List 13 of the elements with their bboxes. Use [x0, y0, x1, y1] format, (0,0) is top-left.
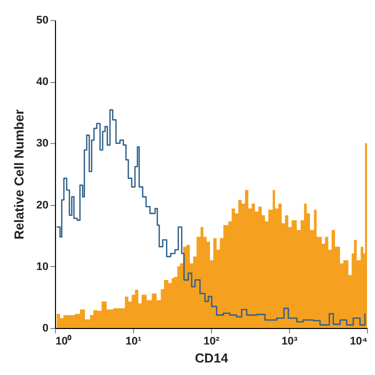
y-tick-label: 40: [36, 76, 48, 88]
y-tick-label: 0: [42, 322, 48, 334]
x-tick-label: 10¹: [126, 336, 142, 348]
x-tick-label: 10²: [204, 336, 220, 348]
x-axis-title: CD14: [194, 350, 229, 366]
y-tick-label: 20: [36, 199, 48, 212]
y-tick-label: 30: [36, 138, 48, 150]
x-tick-label: 10⁰: [56, 334, 72, 348]
y-tick-label: 50: [36, 14, 48, 26]
x-tick-label: 10⁴: [350, 336, 368, 348]
y-tick-label: 10: [36, 260, 48, 273]
y-axis-title: Relative Cell Number: [11, 109, 26, 240]
x-tick-label: 10³: [282, 336, 298, 348]
